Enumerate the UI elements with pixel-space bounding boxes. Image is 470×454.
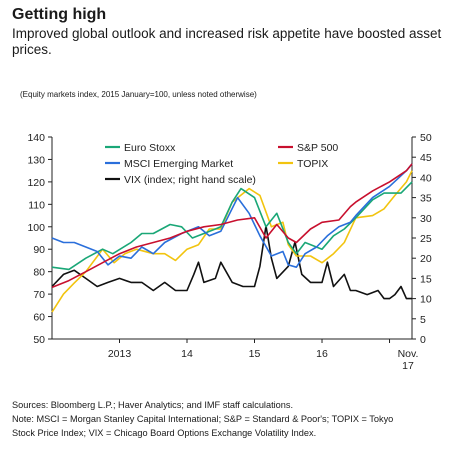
series-line-msci bbox=[51, 163, 413, 268]
left-tick-label: 90 bbox=[33, 244, 45, 256]
left-tick-label: 130 bbox=[27, 154, 45, 166]
legend-label: Euro Stoxx bbox=[124, 142, 176, 154]
series-line-sp bbox=[51, 163, 413, 289]
footer-sources: Sources: Bloomberg L.P.; Haver Analytics… bbox=[12, 400, 294, 410]
left-tick-label: 100 bbox=[27, 222, 45, 234]
right-tick-label: 45 bbox=[420, 152, 432, 164]
right-tick-label: 5 bbox=[420, 314, 426, 326]
chart-svg: 50 60 70 80 90 100 110 120 130 140 0 5 10 15 20 25 30 35 4… bbox=[27, 132, 432, 372]
x-end-label-year: 17 bbox=[402, 360, 414, 372]
right-tick-label: 35 bbox=[420, 193, 432, 205]
x-tick-label: 2013 bbox=[108, 348, 132, 360]
right-tick-label: 30 bbox=[420, 213, 432, 225]
right-tick-label: 40 bbox=[420, 172, 432, 184]
series-line-vix bbox=[51, 225, 412, 300]
right-tick-label: 20 bbox=[420, 253, 432, 265]
left-tick-label: 50 bbox=[33, 334, 45, 346]
x-tick-label: 15 bbox=[249, 348, 261, 360]
x-tick-label: 14 bbox=[181, 348, 193, 360]
left-tick-label: 120 bbox=[27, 177, 45, 189]
legend-label: TOPIX bbox=[297, 158, 328, 170]
left-tick-label: 110 bbox=[28, 199, 45, 211]
footer-note-line1: Note: MSCI = Morgan Stanley Capital Inte… bbox=[12, 414, 394, 424]
footer-note-line2: Stock Price Index; VIX = Chicago Board O… bbox=[12, 428, 317, 438]
series-line-euro bbox=[51, 181, 413, 271]
right-tick-label: 0 bbox=[420, 334, 426, 346]
right-tick-label: 25 bbox=[420, 233, 432, 245]
left-tick-label: 60 bbox=[33, 312, 45, 324]
chart-title: Getting high bbox=[12, 6, 107, 23]
right-tick-label: 50 bbox=[420, 132, 432, 144]
x-end-label-month: Nov. bbox=[398, 348, 419, 360]
chart-subtitle: Improved global outlook and increased ri… bbox=[12, 26, 442, 57]
right-tick-label: 15 bbox=[420, 273, 432, 285]
left-tick-label: 80 bbox=[33, 267, 45, 279]
legend-label: VIX (index; right hand scale) bbox=[124, 174, 256, 186]
legend-label: MSCI Emerging Market bbox=[124, 158, 233, 170]
axis-note: (Equity markets index, 2015 January=100,… bbox=[20, 90, 257, 99]
left-tick-label: 140 bbox=[27, 132, 45, 144]
series-line-topix bbox=[51, 170, 413, 313]
legend-label: S&P 500 bbox=[297, 142, 338, 154]
x-tick-label: 16 bbox=[316, 348, 328, 360]
left-tick-label: 70 bbox=[33, 289, 45, 301]
right-tick-label: 10 bbox=[420, 294, 432, 306]
footer: Sources: Bloomberg L.P.; Haver Analytics… bbox=[12, 398, 462, 440]
